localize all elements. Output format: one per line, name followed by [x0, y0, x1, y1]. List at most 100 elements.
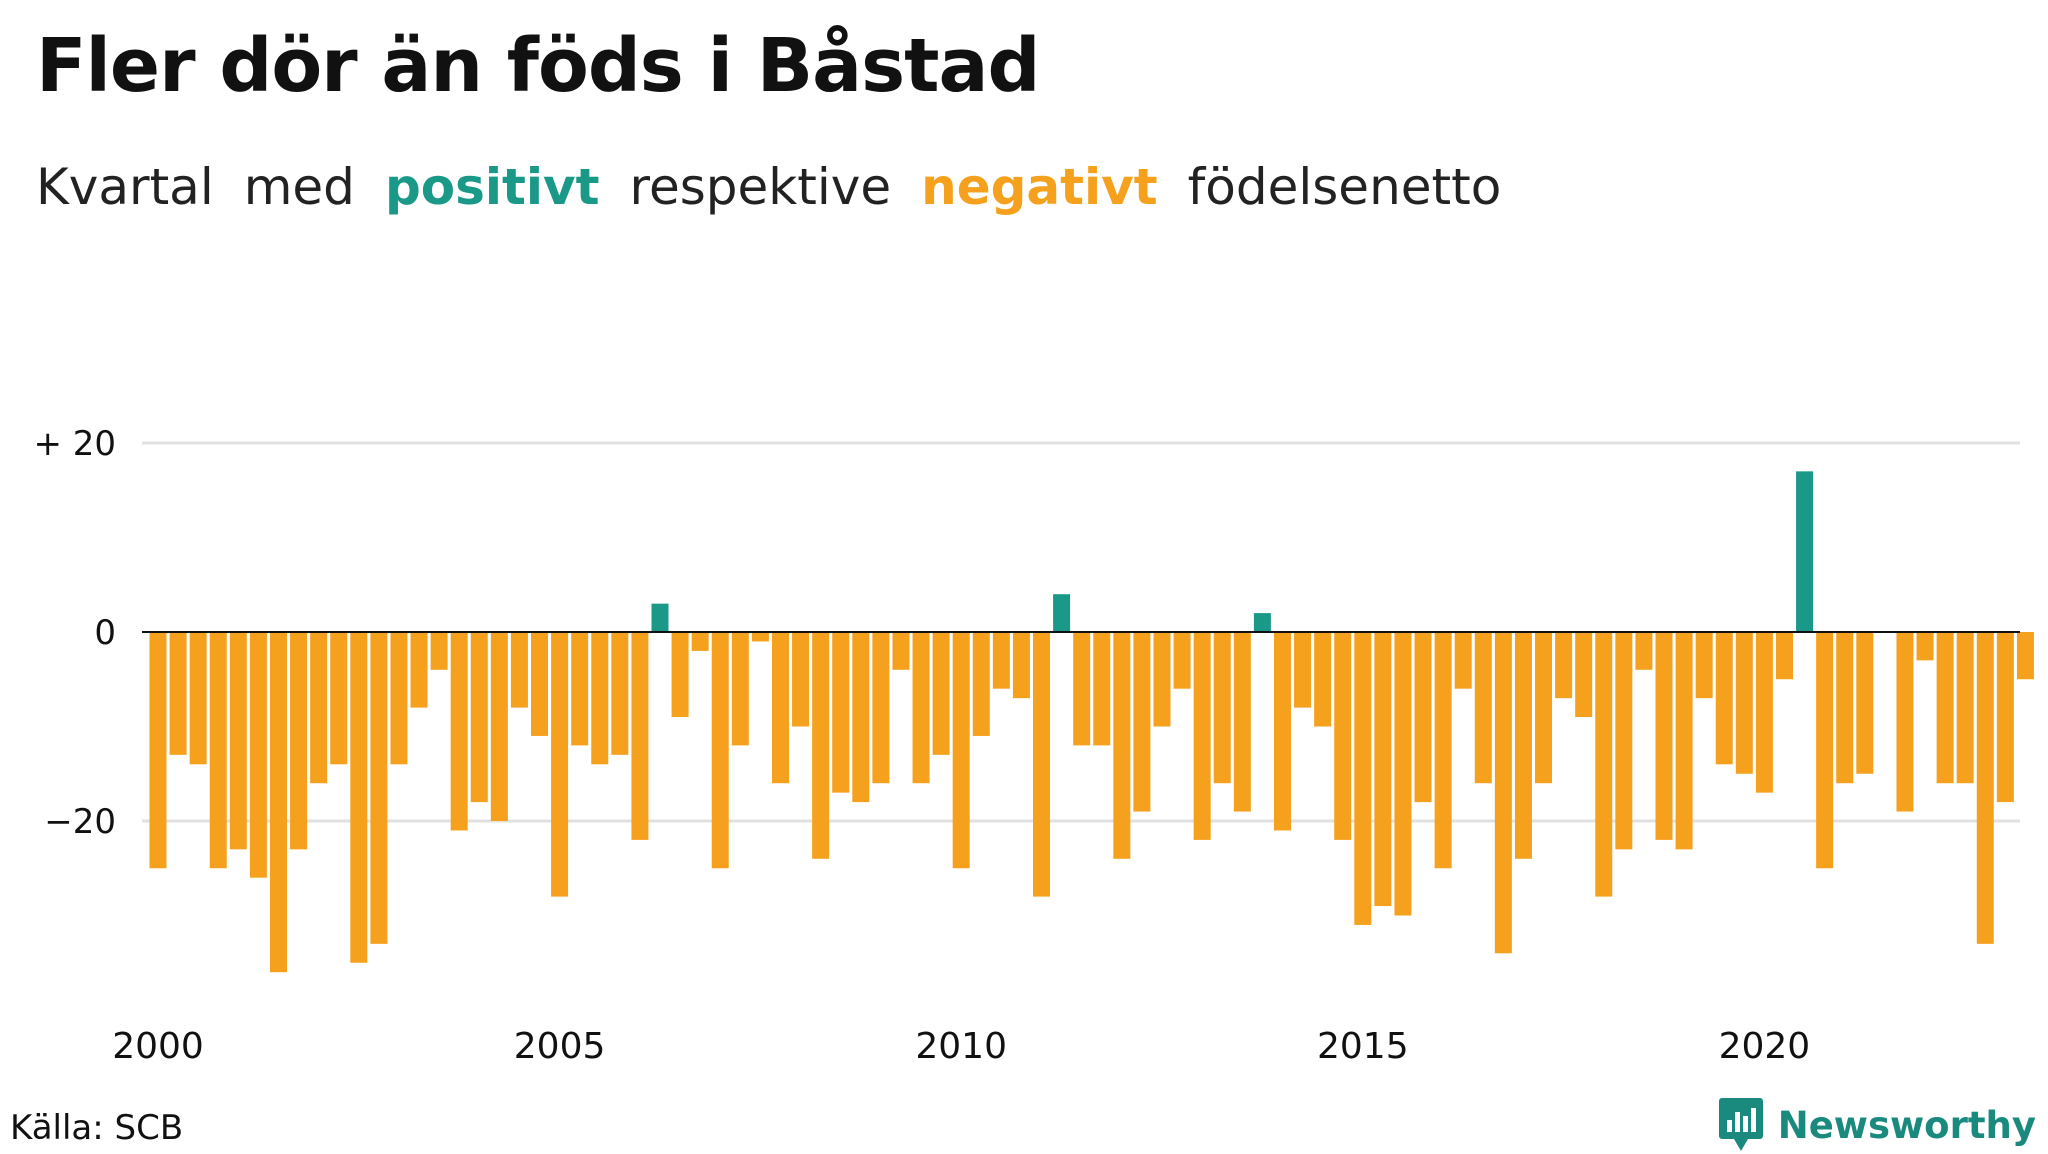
bar-negative — [1273, 632, 1291, 831]
bar-negative — [310, 632, 328, 784]
bar-negative — [1153, 632, 1171, 727]
bar-negative — [992, 632, 1010, 689]
source-note: Källa: SCB — [10, 1108, 184, 1148]
bar-negative — [149, 632, 167, 869]
bar-negative — [671, 632, 689, 718]
bar-negative — [1434, 632, 1452, 869]
bar-negative — [1314, 632, 1332, 727]
bar-negative — [410, 632, 428, 708]
bar-negative — [952, 632, 970, 869]
bar-negative — [1655, 632, 1673, 840]
bar-negative — [470, 632, 488, 803]
bar-negative — [832, 632, 850, 793]
bar-negative — [1956, 632, 1974, 784]
bar-negative — [852, 632, 870, 803]
y-tick-label: + 20 — [33, 424, 116, 464]
subtitle-text-2: med — [243, 158, 355, 216]
bar-negative — [1494, 632, 1512, 954]
bar-negative — [1976, 632, 1994, 944]
bar-positive — [1053, 594, 1071, 632]
bar-positive — [651, 603, 669, 632]
bar-negative — [1775, 632, 1793, 680]
bar-negative — [249, 632, 267, 878]
bar-negative — [751, 632, 769, 642]
bar-negative — [1394, 632, 1412, 916]
y-tick-label: −20 — [44, 802, 116, 842]
bar-negative — [1374, 632, 1392, 907]
bar-negative — [792, 632, 810, 727]
bar-negative — [1595, 632, 1613, 897]
legend-negative: negativt — [921, 158, 1158, 216]
bar-negative — [731, 632, 749, 746]
bars — [149, 471, 2034, 973]
bar-negative — [1073, 632, 1091, 746]
bar-negative — [872, 632, 890, 784]
bar-negative — [691, 632, 709, 651]
bar-negative — [1233, 632, 1251, 812]
bar-negative — [1575, 632, 1593, 718]
bar-negative — [1454, 632, 1472, 689]
bar-negative — [812, 632, 830, 859]
bar-negative — [1836, 632, 1854, 784]
bar-negative — [390, 632, 408, 765]
bar-negative — [912, 632, 930, 784]
bar-negative — [1936, 632, 1954, 784]
bar-positive — [1796, 471, 1814, 632]
bar-negative — [1033, 632, 1051, 897]
bar-negative — [510, 632, 528, 708]
bar-negative — [1615, 632, 1633, 850]
subtitle-text-4: födelsenetto — [1187, 158, 1502, 216]
bar-negative — [1816, 632, 1834, 869]
bar-negative — [1555, 632, 1573, 699]
y-axis-labels: + 20 0 −20 — [33, 424, 116, 842]
bar-chart: + 20 0 −20 2000 2005 2010 2015 2020 — [33, 424, 2034, 1067]
x-tick-label: 2000 — [112, 1026, 204, 1067]
brand-name: Newsworthy — [1777, 1103, 2036, 1147]
x-tick-label: 2005 — [514, 1026, 606, 1067]
bar-negative — [430, 632, 448, 670]
subtitle-text-1: Kvartal — [36, 158, 214, 216]
x-tick-label: 2015 — [1317, 1026, 1409, 1067]
bar-negative — [2016, 632, 2034, 680]
bar-negative — [1354, 632, 1372, 925]
bar-negative — [1996, 632, 2014, 803]
bar-negative — [1474, 632, 1492, 784]
bar-negative — [229, 632, 247, 850]
bar-negative — [1735, 632, 1753, 774]
bar-negative — [932, 632, 950, 755]
bar-negative — [209, 632, 227, 869]
bar-negative — [1715, 632, 1733, 765]
chart-subtitle: Kvartal med positivt respektive negativt föde… — [36, 155, 1531, 219]
bar-negative — [350, 632, 368, 963]
bar-negative — [370, 632, 388, 944]
bar-negative — [450, 632, 468, 831]
bar-negative — [1695, 632, 1713, 699]
bar-negative — [892, 632, 910, 670]
x-tick-label: 2010 — [915, 1026, 1007, 1067]
bar-negative — [1133, 632, 1151, 812]
legend-positive: positivt — [384, 158, 600, 216]
bar-negative — [1213, 632, 1231, 784]
bar-negative — [1675, 632, 1693, 850]
bar-negative — [1856, 632, 1874, 774]
bar-negative — [551, 632, 569, 897]
bar-negative — [611, 632, 629, 755]
bar-negative — [1414, 632, 1432, 803]
bar-negative — [1334, 632, 1352, 840]
bar-negative — [972, 632, 990, 736]
bar-negative — [1896, 632, 1914, 812]
bar-negative — [490, 632, 508, 821]
chart-title: Fler dör än föds i Båstad — [36, 23, 1040, 109]
bar-negative — [711, 632, 729, 869]
bar-negative — [571, 632, 589, 746]
x-axis-labels: 2000 2005 2010 2015 2020 — [112, 1026, 1810, 1067]
bar-negative — [1113, 632, 1131, 859]
bar-negative — [290, 632, 308, 850]
x-tick-label: 2020 — [1719, 1026, 1811, 1067]
newsworthy-icon — [1718, 1098, 1763, 1151]
subtitle-text-3: respektive — [629, 158, 892, 216]
bar-negative — [591, 632, 609, 765]
bar-negative — [1193, 632, 1211, 840]
bar-negative — [1916, 632, 1934, 661]
bar-negative — [1012, 632, 1030, 699]
